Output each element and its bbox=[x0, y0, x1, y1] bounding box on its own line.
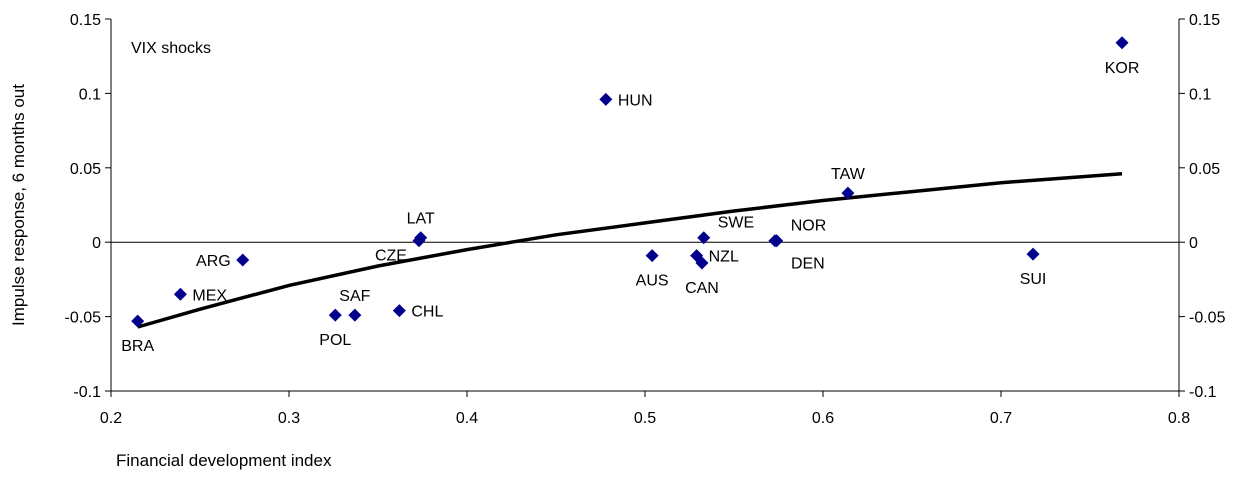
point-label-sui: SUI bbox=[1020, 271, 1047, 288]
point-kor bbox=[1115, 36, 1129, 50]
point-pol bbox=[328, 308, 342, 322]
y-tick-label-right: 0.1 bbox=[1189, 86, 1211, 103]
point-nor bbox=[770, 234, 784, 248]
x-tick-label: 0.4 bbox=[456, 410, 478, 427]
x-tick-label: 0.8 bbox=[1168, 410, 1190, 427]
point-label-den: DEN bbox=[791, 256, 825, 273]
point-label-pol: POL bbox=[319, 332, 351, 349]
point-saf bbox=[348, 308, 362, 322]
data-points bbox=[131, 36, 1129, 328]
point-taw bbox=[841, 186, 855, 200]
y-tick-label-left: -0.1 bbox=[73, 384, 101, 401]
y-tick-label-left: -0.05 bbox=[65, 310, 102, 327]
x-tick-label: 0.2 bbox=[100, 410, 122, 427]
y-tick-label-right: 0.15 bbox=[1189, 12, 1220, 29]
x-tick-label: 0.3 bbox=[278, 410, 300, 427]
point-arg bbox=[236, 253, 250, 267]
point-can bbox=[695, 256, 709, 270]
y-tick-label-left: 0.1 bbox=[79, 86, 101, 103]
y-tick-label-left: 0.15 bbox=[70, 12, 101, 29]
point-labels: BRA MEX ARG POL SAF CHL CZE LAT HUN AUS NZL CAN SWE D… bbox=[121, 60, 1139, 355]
point-label-arg: ARG bbox=[196, 253, 231, 270]
point-aus bbox=[645, 249, 659, 263]
point-label-cze: CZE bbox=[375, 248, 407, 265]
y-tick-label-right: -0.1 bbox=[1189, 384, 1217, 401]
trend-line bbox=[137, 172, 1123, 329]
y-tick-label-left: 0.05 bbox=[70, 161, 101, 178]
point-lat bbox=[414, 231, 428, 245]
point-label-hun: HUN bbox=[618, 92, 653, 109]
point-swe bbox=[697, 231, 711, 245]
point-mex bbox=[173, 287, 187, 301]
point-nzl bbox=[690, 249, 704, 263]
x-tick-label: 0.5 bbox=[634, 410, 656, 427]
point-label-mex: MEX bbox=[192, 287, 227, 304]
y-tick-label-right: 0 bbox=[1189, 235, 1198, 252]
x-axis-label: Financial development index bbox=[116, 451, 332, 470]
point-label-swe: SWE bbox=[718, 215, 754, 232]
point-label-nor: NOR bbox=[791, 218, 827, 235]
y-tick-label-left: 0 bbox=[92, 235, 101, 252]
axes: -0.1 -0.1 -0.05 -0.05 0 0 0.05 0.05 0.1 0.1 0.15 0.… bbox=[65, 12, 1226, 427]
point-label-chl: CHL bbox=[411, 304, 443, 321]
x-tick-label: 0.7 bbox=[990, 410, 1012, 427]
point-label-can: CAN bbox=[685, 280, 719, 297]
point-chl bbox=[392, 304, 406, 318]
point-label-saf: SAF bbox=[339, 288, 370, 305]
point-sui bbox=[1026, 247, 1040, 261]
point-label-kor: KOR bbox=[1105, 60, 1140, 77]
point-bra bbox=[131, 314, 145, 328]
point-label-nzl: NZL bbox=[709, 249, 739, 266]
point-hun bbox=[599, 92, 613, 106]
y-tick-label-right: 0.05 bbox=[1189, 161, 1220, 178]
y-axis-label: Impulse response, 6 months out bbox=[9, 84, 28, 326]
point-label-aus: AUS bbox=[636, 273, 669, 290]
chart-annotation: VIX shocks bbox=[131, 40, 211, 57]
point-label-bra: BRA bbox=[121, 338, 154, 355]
point-label-lat: LAT bbox=[407, 211, 435, 228]
y-tick-label-right: -0.05 bbox=[1189, 310, 1226, 327]
x-tick-label: 0.6 bbox=[812, 410, 834, 427]
point-label-taw: TAW bbox=[831, 166, 866, 183]
